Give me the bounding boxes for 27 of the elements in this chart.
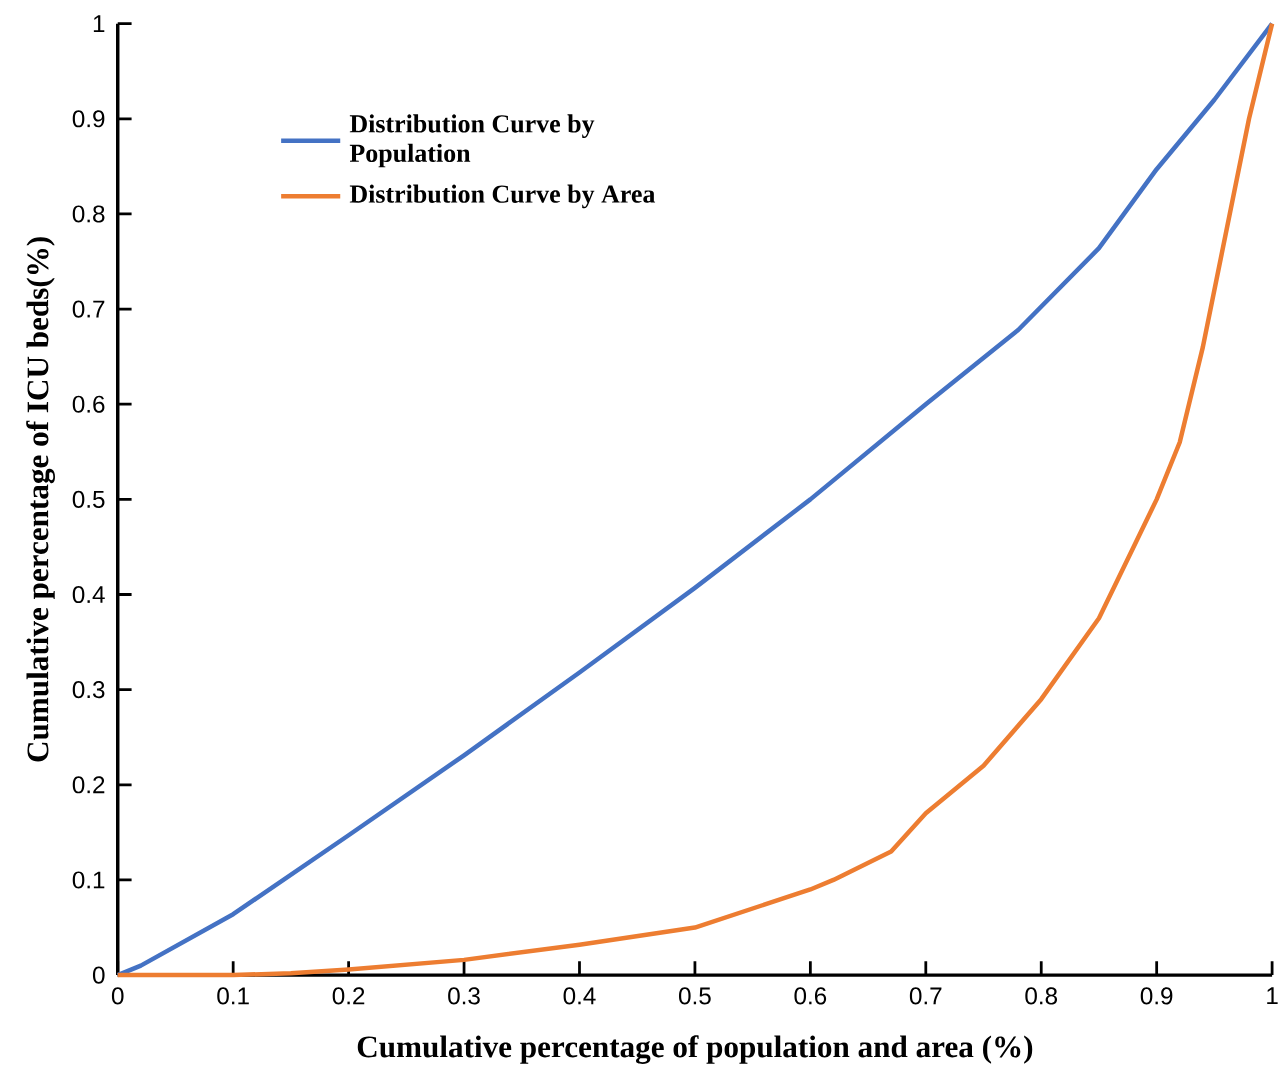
x-tick-label: 0.2	[332, 987, 365, 1005]
y-tick-label: 0.4	[72, 586, 105, 604]
y-tick-label: 0.5	[72, 490, 105, 509]
x-tick-label: 0.4	[563, 987, 596, 1005]
legend-label: Distribution Curve by Population	[349, 114, 595, 168]
x-axis-title: Cumulative percentage of population and area (%)	[357, 1035, 1033, 1065]
y-tick-label: 0.9	[72, 110, 105, 128]
x-tick-label: 0.8	[1025, 987, 1058, 1005]
x-tick-label: 0.6	[794, 987, 827, 1005]
x-tick-label: 0.7	[909, 987, 942, 1005]
x-tick-label: 0	[111, 987, 124, 1005]
y-tick-label: 1	[93, 15, 105, 33]
y-axis-title: Cumulative percentage of ICU beds(%)	[26, 237, 55, 762]
x-tick-label: 0.5	[679, 987, 711, 1005]
y-tick-label: 0.1	[72, 871, 105, 889]
legend-label: Distribution Curve by Area	[349, 184, 656, 209]
y-tick-label: 0.7	[72, 300, 105, 318]
line-series	[115, 21, 1275, 978]
y-tick-label: 0.2	[72, 776, 105, 794]
y-tick-label: 0.3	[72, 681, 105, 699]
x-tick-label: 0.3	[448, 987, 480, 1005]
y-tick-label: 0	[92, 966, 105, 984]
x-tick-label: 1	[1267, 987, 1278, 1005]
y-tick-label: 0.6	[72, 395, 105, 413]
x-tick-label: 0.1	[217, 987, 249, 1005]
y-tick-label: 0.8	[72, 205, 105, 223]
x-tick-label: 0.9	[1140, 987, 1173, 1005]
